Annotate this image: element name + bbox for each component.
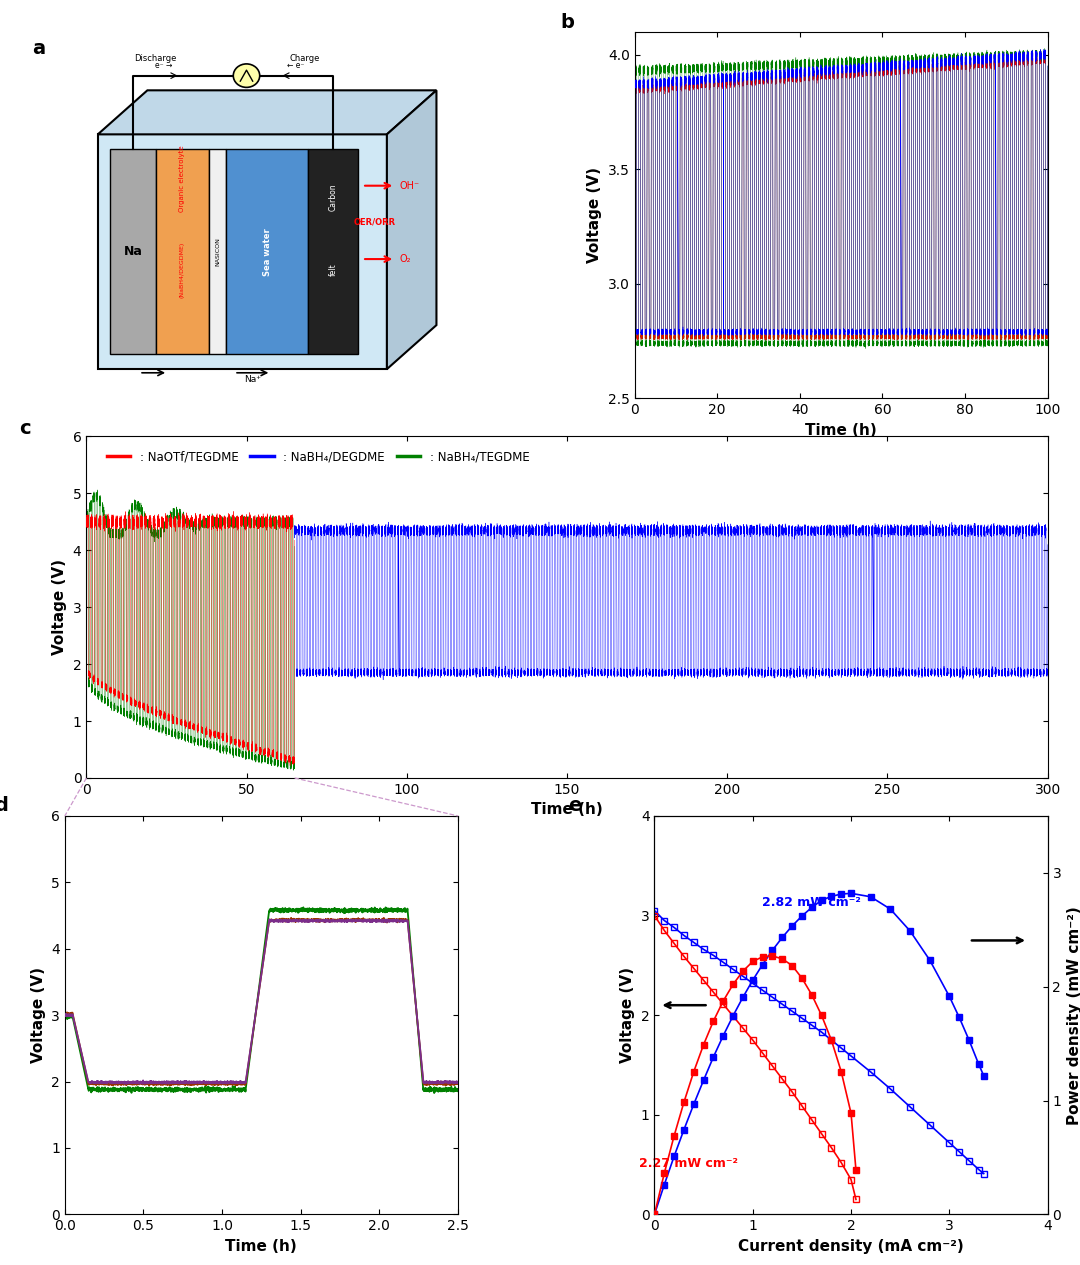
Text: Discharge: Discharge [134,54,177,63]
Text: OH⁻: OH⁻ [400,181,419,191]
Polygon shape [387,90,436,369]
Y-axis label: Voltage (V): Voltage (V) [588,167,603,263]
Legend: : NaOTf/TEGDME, : NaBH₄/DEGDME, : NaBH₄/TEGDME: : NaOTf/TEGDME, : NaBH₄/DEGDME, : NaBH₄/… [102,445,535,468]
Polygon shape [309,149,357,354]
X-axis label: Current density (mA cm⁻²): Current density (mA cm⁻²) [738,1238,964,1254]
Text: O₂: O₂ [400,254,410,264]
Text: Na: Na [123,245,143,258]
Text: ← e⁻: ← e⁻ [287,61,305,71]
Y-axis label: Power density (mW cm⁻²): Power density (mW cm⁻²) [1067,906,1080,1125]
Text: 2.82 mW cm⁻²: 2.82 mW cm⁻² [762,896,861,908]
Text: NASICON: NASICON [215,238,220,266]
Text: c: c [19,419,30,439]
Text: (NaBH4/DEGDME): (NaBH4/DEGDME) [180,242,185,299]
X-axis label: Time (h): Time (h) [806,423,877,438]
Text: a: a [31,39,45,58]
Text: e⁻ →: e⁻ → [156,61,173,71]
Text: d: d [0,796,8,815]
Text: OER/ORR: OER/ORR [353,218,395,226]
Polygon shape [210,149,226,354]
Y-axis label: Voltage (V): Voltage (V) [620,968,635,1063]
Text: Sea water: Sea water [262,228,272,276]
Polygon shape [156,149,210,354]
Text: e: e [568,796,581,815]
Polygon shape [226,149,309,354]
Text: felt: felt [328,263,338,277]
Y-axis label: Voltage (V): Voltage (V) [52,559,67,655]
Text: b: b [561,14,575,33]
Circle shape [233,65,259,87]
Polygon shape [98,90,436,134]
Text: Charge: Charge [289,54,320,63]
Text: Organic electrolyte: Organic electrolyte [179,145,186,211]
Y-axis label: Voltage (V): Voltage (V) [30,968,45,1063]
Text: Carbon: Carbon [328,183,338,210]
X-axis label: Time (h): Time (h) [531,802,603,817]
Polygon shape [98,134,387,369]
X-axis label: Time (h): Time (h) [226,1238,297,1254]
Polygon shape [110,149,156,354]
Text: Na⁺: Na⁺ [244,374,261,385]
Text: 2.27 mW cm⁻²: 2.27 mW cm⁻² [639,1156,739,1170]
